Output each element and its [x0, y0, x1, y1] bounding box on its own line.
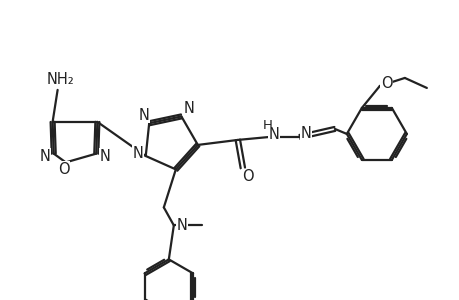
Text: N: N: [139, 108, 149, 123]
Text: N: N: [132, 146, 143, 160]
Text: N: N: [300, 126, 311, 141]
Text: N: N: [268, 128, 279, 142]
Text: N: N: [184, 101, 195, 116]
Text: O: O: [58, 162, 69, 177]
Text: O: O: [241, 169, 253, 184]
Text: H: H: [263, 119, 272, 132]
Text: O: O: [380, 76, 392, 92]
Text: N: N: [100, 149, 111, 164]
Text: N: N: [176, 218, 187, 233]
Text: N: N: [39, 149, 50, 164]
Text: NH₂: NH₂: [47, 72, 74, 87]
